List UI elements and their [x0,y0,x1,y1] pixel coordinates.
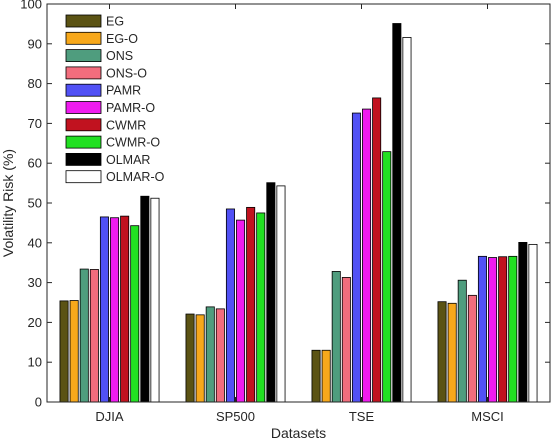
legend-label: PAMR [106,84,141,98]
bar-olmar-o-djia [150,197,160,403]
legend-label: EG [106,15,124,29]
bar-cwmr-o-tse [382,151,392,403]
x-tick-label: SP500 [216,409,255,424]
legend-label: CWMR-O [106,136,160,150]
bar-ons-o-djia [89,269,99,403]
bar-ons-msci [457,279,467,403]
legend-swatch-pamr-o [65,101,102,114]
legend-swatch-olmar-o [65,170,102,184]
bar-cwmr-tse [372,97,382,403]
y-axis-label: Volatility Risk (%) [0,149,16,257]
x-axis-label: Datasets [271,425,326,441]
legend-swatch-ons [65,49,102,62]
legend-label: CWMR [106,118,146,132]
bar-ons-o-sp500 [215,308,225,403]
bar-pamr-sp500 [225,208,235,403]
bar-olmar-o-sp500 [276,185,286,403]
bar-olmar-o-msci [528,243,538,403]
bar-olmar-djia [140,195,150,403]
bar-cwmr-o-djia [130,225,140,403]
bar-cwmr-djia [120,215,130,403]
x-axis-ticks: DJIA SP500 TSE MSCI [95,4,504,424]
bar-ons-o-msci [467,294,477,403]
bar-eg-o-msci [447,302,457,403]
bar-pamr-tse [351,112,361,403]
y-tick-label: 50 [28,196,42,211]
legend-swatch-pamr [65,83,102,97]
y-tick-label: 20 [28,315,42,330]
plot-frame [46,3,551,403]
y-tick-label: 0 [35,395,42,410]
legend-label: PAMR-O [106,101,155,115]
bar-olmar-msci [518,242,528,403]
bar-eg-o-tse [321,349,331,403]
legend-label: ONS-O [106,66,147,80]
legend-swatch-eg-o [65,31,102,45]
bar-eg-sp500 [185,313,195,403]
bar-cwmr-o-msci [508,255,518,403]
bar-eg-tse [311,349,321,403]
y-tick-label: 90 [28,36,42,51]
x-tick-label: DJIA [95,409,124,424]
y-tick-label: 70 [28,116,42,131]
y-tick-label: 60 [28,156,42,171]
y-tick-label: 40 [28,235,42,250]
bar-pamr-o-djia [110,217,120,403]
bar-cwmr-sp500 [246,206,256,403]
bar-eg-msci [437,301,447,403]
bar-eg-djia [59,300,69,403]
y-tick-label: 10 [28,355,42,370]
bar-ons-sp500 [205,306,215,403]
y-tick-label: 30 [28,275,42,290]
bars [59,23,538,403]
bar-ons-o-tse [341,277,351,403]
legend-swatch-cwmr-o [65,135,102,149]
legend-swatch-ons-o [65,66,102,80]
bar-cwmr-o-sp500 [256,212,266,403]
legend-swatch-cwmr [65,118,102,132]
y-tick-label: 80 [28,76,42,91]
bar-pamr-msci [477,255,487,403]
bar-cwmr-msci [498,256,508,403]
y-axis-ticks: 0 10 20 30 40 50 60 70 80 90 100 [20,0,550,410]
bar-ons-djia [79,268,89,403]
bar-pamr-o-tse [362,108,372,403]
legend-swatch-olmar [65,152,102,166]
legend-swatch-eg [65,14,102,28]
x-tick-label: TSE [349,409,375,424]
bar-olmar-tse [392,23,402,403]
bar-ons-tse [331,271,341,403]
y-tick-label: 100 [20,0,42,12]
legend: EG EG-O ONS ONS-O PAMR PAMR-O CWMR CWMR-O OLMAR O… [62,11,166,188]
bar-olmar-o-tse [402,37,412,403]
bar-olmar-sp500 [266,182,276,403]
legend-label: OLMAR [106,153,150,167]
bar-eg-o-djia [69,300,79,403]
bar-pamr-o-sp500 [236,219,246,403]
legend-label: ONS [106,49,133,63]
bar-pamr-djia [99,216,109,403]
x-tick-label: MSCI [471,409,504,424]
legend-label: EG-O [106,32,138,46]
bar-eg-o-sp500 [195,314,205,403]
legend-label: OLMAR-O [106,170,165,184]
bar-pamr-o-msci [488,257,498,403]
